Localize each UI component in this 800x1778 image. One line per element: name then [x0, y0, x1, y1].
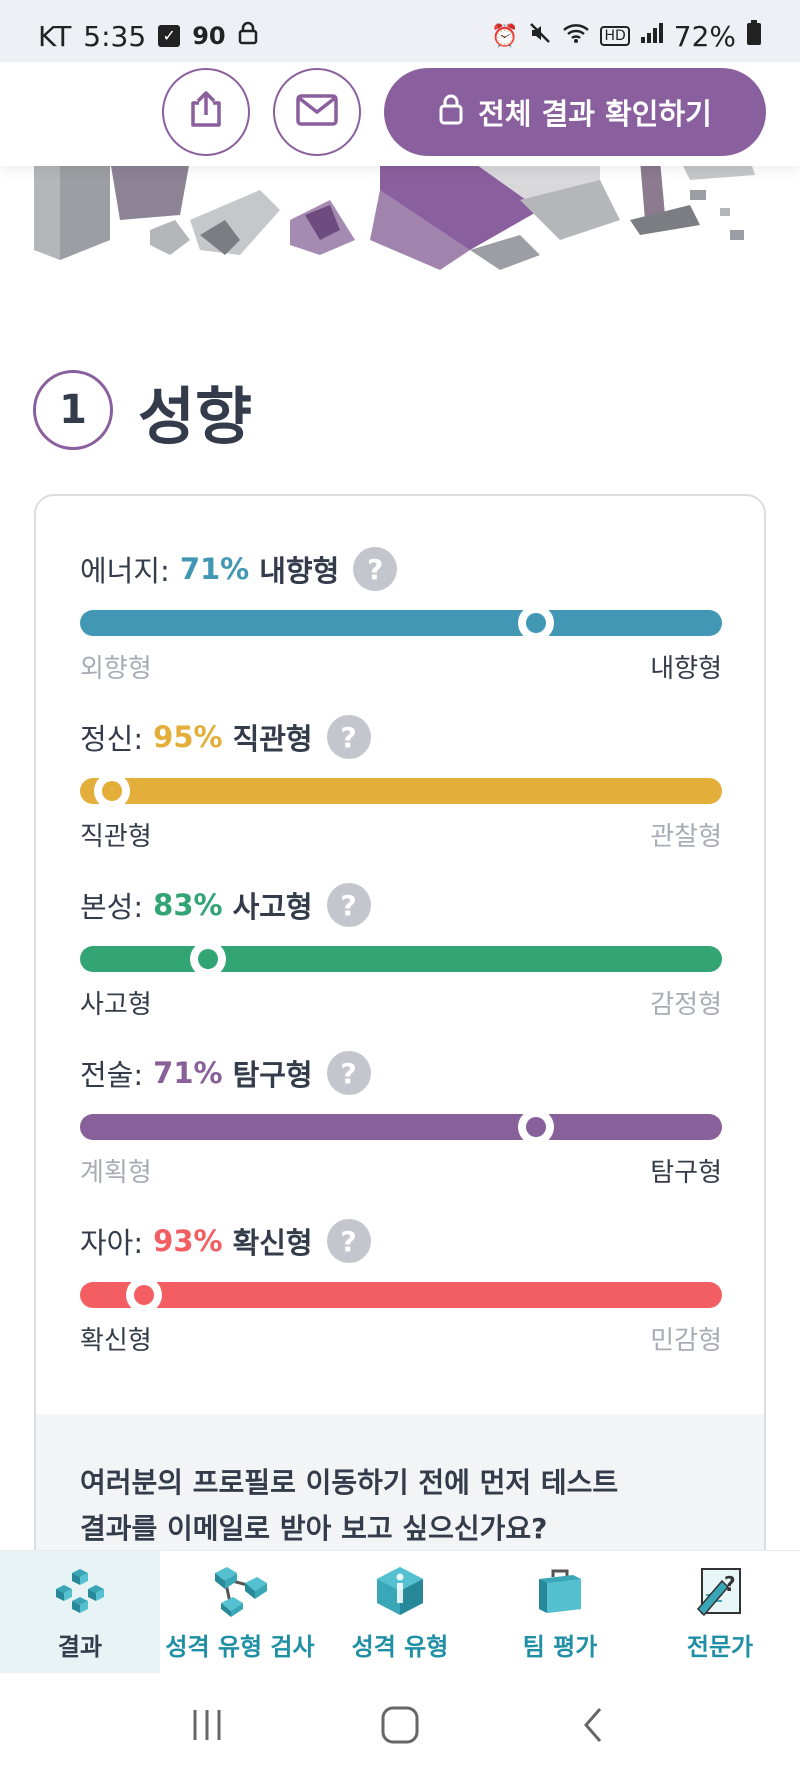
trait-mind: 정신: 95% 직관형 ? 직관형 관찰형 — [80, 712, 722, 853]
email-button[interactable] — [273, 68, 361, 156]
info-cube-icon — [368, 1563, 432, 1619]
trait-right-label: 민감형 — [650, 1326, 722, 1356]
trait-percent: 71% — [153, 1056, 223, 1090]
action-bar: 전체 결과 확인하기 — [0, 62, 800, 166]
trait-left-label: 계획형 — [80, 1158, 152, 1188]
nav-label: 성격 유형 — [351, 1632, 449, 1661]
email-prompt-line1: 여러분의 프로필로 이동하기 전에 먼저 테스트 — [80, 1466, 619, 1499]
trait-right-label: 감정형 — [650, 990, 722, 1020]
briefcase-icon — [528, 1563, 592, 1619]
trait-type: 탐구형 — [232, 1058, 313, 1092]
network-icon — [208, 1563, 272, 1619]
status-bar: KT 5:35 ✓ 90 ⏰ HD 72% — [0, 0, 800, 72]
bottom-navigation: 결과 성격 유형 검사 성격 유형 팀 평가 ? 전문가 — [0, 1550, 800, 1673]
trait-name: 에너지: — [80, 554, 170, 588]
nav-label: 결과 — [57, 1632, 103, 1661]
signal-icon — [640, 22, 664, 50]
trait-right-label: 관찰형 — [650, 822, 722, 852]
trait-name: 정신: — [80, 722, 144, 756]
nav-label: 팀 평가 — [522, 1632, 598, 1661]
help-icon[interactable]: ? — [326, 1219, 371, 1263]
share-icon — [185, 89, 227, 135]
trait-left-label: 외향형 — [80, 654, 152, 684]
share-button[interactable] — [162, 68, 250, 156]
section-title: 성향 — [138, 380, 253, 453]
nav-label: 전문가 — [686, 1632, 754, 1661]
checkbox-icon: ✓ — [158, 25, 181, 47]
trait-name: 자아: — [80, 1226, 144, 1260]
view-full-results-button[interactable]: 전체 결과 확인하기 — [384, 68, 766, 156]
battery-icon — [746, 20, 762, 52]
trait-left-label: 사고형 — [80, 990, 152, 1020]
mail-icon — [296, 94, 338, 130]
trait-type: 사고형 — [232, 890, 313, 924]
nav-results[interactable]: 결과 — [0, 1551, 160, 1673]
trait-identity: 자아: 93% 확신형 ? 확신형 민감형 — [80, 1216, 722, 1357]
trait-type: 확신형 — [232, 1226, 313, 1260]
email-prompt-line2: 결과를 이메일로 받아 보고 싶으신가요? — [80, 1512, 548, 1545]
trait-bar — [80, 941, 722, 977]
notification-badge: 90 — [192, 22, 226, 50]
cubes-icon — [48, 1563, 112, 1619]
system-navigation-bar — [0, 1672, 800, 1778]
trait-nature: 본성: 83% 사고형 ? 사고형 감정형 — [80, 880, 722, 1021]
trait-bar — [80, 773, 722, 809]
trait-knob — [94, 773, 131, 809]
traits-card: 에너지: 71% 내향형 ? 외향형 내향형 정신: 95% 직관형 ? 직관형… — [34, 494, 766, 1614]
recent-apps-button[interactable] — [177, 1695, 237, 1755]
carrier-label: KT — [38, 19, 72, 53]
lock-icon — [438, 93, 464, 132]
mute-icon — [528, 21, 552, 51]
cta-label: 전체 결과 확인하기 — [478, 97, 712, 131]
trait-percent: 83% — [153, 888, 223, 922]
nav-personality-types[interactable]: 성격 유형 — [320, 1551, 480, 1673]
trait-knob — [517, 605, 554, 641]
svg-text:?: ? — [724, 1572, 736, 1596]
help-icon[interactable]: ? — [326, 1051, 371, 1095]
trait-type: 내향형 — [259, 554, 340, 588]
hero-illustration — [0, 160, 800, 280]
help-icon[interactable]: ? — [326, 883, 371, 927]
trait-percent: 71% — [179, 552, 250, 586]
document-question-icon: ? — [688, 1563, 752, 1619]
trait-energy: 에너지: 71% 내향형 ? 외향형 내향형 — [80, 544, 722, 685]
back-button[interactable] — [563, 1695, 623, 1755]
trait-knob — [190, 941, 227, 977]
trait-bar — [80, 605, 722, 641]
help-icon[interactable]: ? — [326, 715, 371, 759]
trait-bar — [80, 1277, 722, 1313]
trait-knob — [517, 1109, 554, 1145]
trait-left-label: 직관형 — [80, 822, 152, 852]
trait-tactics: 전술: 71% 탐구형 ? 계획형 탐구형 — [80, 1048, 722, 1189]
battery-percent: 72% — [673, 19, 736, 53]
trait-right-label: 내향형 — [650, 654, 722, 684]
home-button[interactable] — [370, 1695, 430, 1755]
nav-experts[interactable]: ? 전문가 — [640, 1551, 800, 1673]
lock-icon — [238, 21, 258, 51]
wifi-icon — [562, 22, 590, 50]
help-icon[interactable]: ? — [353, 547, 398, 591]
trait-name: 본성: — [80, 890, 144, 924]
trait-bar — [80, 1109, 722, 1145]
trait-right-label: 탐구형 — [650, 1158, 722, 1188]
trait-knob — [126, 1277, 163, 1313]
nav-team-assessment[interactable]: 팀 평가 — [480, 1551, 640, 1673]
trait-type: 직관형 — [232, 722, 313, 756]
clock: 5:35 — [83, 19, 147, 53]
alarm-icon: ⏰ — [491, 23, 519, 49]
section-number-badge: 1 — [33, 370, 113, 450]
trait-name: 전술: — [80, 1058, 144, 1092]
hd-icon: HD — [600, 26, 630, 46]
trait-left-label: 확신형 — [80, 1326, 152, 1356]
nav-label: 성격 유형 검사 — [165, 1632, 315, 1661]
trait-percent: 95% — [153, 720, 223, 754]
nav-personality-test[interactable]: 성격 유형 검사 — [160, 1551, 320, 1673]
trait-percent: 93% — [153, 1224, 223, 1258]
